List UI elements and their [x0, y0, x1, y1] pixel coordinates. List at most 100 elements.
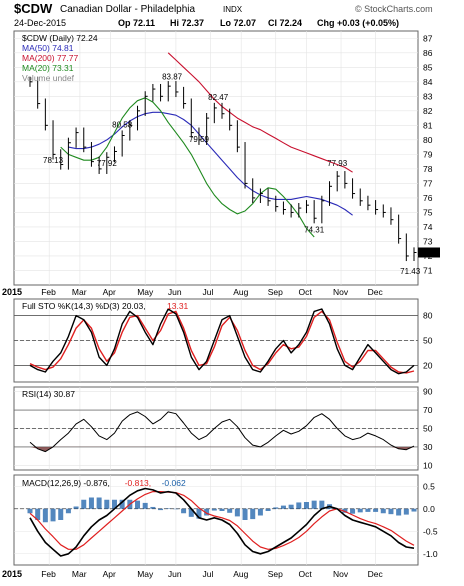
- macd-histogram-bar: [219, 508, 225, 511]
- macd-histogram-bar: [319, 500, 325, 509]
- instrument-name: Canadian Dollar - Philadelphia: [60, 4, 196, 15]
- macd-histogram-bar: [204, 508, 210, 516]
- price-annotation: 74.31: [304, 225, 325, 234]
- macd-histogram-bar: [265, 508, 271, 511]
- price-x-tick: Feb: [41, 287, 56, 297]
- price-year-label: 2015: [2, 287, 22, 297]
- open-value: Op 72.11: [118, 18, 155, 28]
- rsi-y-tick: 30: [423, 442, 433, 452]
- price-annotation: 80.58: [112, 120, 133, 129]
- macd-histogram-bar: [411, 508, 417, 512]
- macd-histogram-bar: [357, 508, 363, 513]
- macd-panel: [13, 474, 419, 566]
- price-annotation: 82.47: [208, 93, 229, 102]
- macd-histogram-bar: [65, 508, 71, 514]
- macd-histogram-bar: [211, 508, 217, 511]
- macd-y-tick: 0.5: [423, 481, 435, 491]
- price-panel: [13, 30, 419, 286]
- rsi-y-tick: 90: [423, 387, 433, 397]
- macd-histogram-bar: [273, 507, 279, 509]
- macd-x-tick: Dec: [368, 569, 384, 579]
- macd-histogram-bar: [150, 506, 156, 509]
- macd-histogram-bar: [42, 508, 48, 523]
- macd-x-tick: May: [137, 569, 154, 579]
- price-y-tick: 82: [423, 106, 433, 116]
- rsi-legend-0: RSI(14) 30.87: [22, 389, 75, 399]
- macd-histogram-bar: [288, 504, 294, 509]
- current-price-marker: [418, 247, 440, 258]
- price-annotation: 79.59: [189, 135, 210, 144]
- price-annotation: 77.92: [97, 159, 118, 168]
- macd-histogram-bar: [350, 508, 356, 514]
- macd-legend-1: -0.813,: [125, 478, 151, 488]
- macd-histogram-bar: [380, 508, 386, 514]
- change-value: Chg +0.03 (+0.05%): [317, 18, 399, 28]
- macd-y-tick: 0.0: [423, 504, 435, 514]
- stochastic-y-tick: 20: [423, 360, 433, 370]
- macd-histogram-bar: [311, 500, 317, 509]
- macd-histogram-bar: [365, 508, 371, 512]
- macd-histogram-bar: [73, 506, 79, 509]
- price-ma50-legend-0: MA(50) 74.81: [22, 43, 74, 53]
- macd-y-tick: -1.0: [423, 549, 438, 559]
- rsi-y-tick: 50: [423, 424, 433, 434]
- macd-histogram-bar: [81, 499, 87, 509]
- macd-histogram-bar: [250, 508, 256, 520]
- macd-histogram-bar: [96, 497, 102, 509]
- macd-x-tick: Aug: [233, 569, 248, 579]
- macd-histogram-bar: [58, 508, 64, 520]
- price-annotation: 77.93: [327, 159, 348, 168]
- macd-histogram-bar: [303, 502, 309, 509]
- macd-histogram-bar: [296, 502, 302, 509]
- price-annotation: 83.87: [162, 73, 183, 82]
- rsi-y-tick: 10: [423, 460, 433, 470]
- stochastic-y-tick: 80: [423, 311, 433, 321]
- price-y-tick: 80: [423, 135, 433, 145]
- close-value: Cl 72.24: [268, 18, 302, 28]
- macd-histogram-bar: [35, 508, 41, 520]
- macd-year-label: 2015: [2, 569, 22, 579]
- price-x-tick: Mar: [72, 287, 87, 297]
- stochastic-legend-1: 13.31: [167, 301, 189, 311]
- macd-histogram-bar: [242, 508, 248, 520]
- price-x-tick: Jun: [168, 287, 182, 297]
- price-y-tick: 77: [423, 178, 433, 188]
- rsi-y-tick: 70: [423, 405, 433, 415]
- ma200-line: [167, 52, 353, 173]
- macd-histogram-bar: [234, 508, 240, 517]
- price-ma20-legend-0: MA(20) 73.31: [22, 63, 74, 73]
- macd-histogram-bar: [165, 508, 171, 509]
- macd-histogram-bar: [257, 508, 263, 516]
- stochastic-y-tick: 50: [423, 336, 433, 346]
- rsi-oversold-fill: [30, 446, 414, 452]
- macd-histogram-bar: [403, 508, 409, 515]
- price-x-tick: Dec: [368, 287, 384, 297]
- ma20-line: [60, 97, 315, 238]
- macd-histogram-bar: [188, 508, 194, 517]
- macd-x-tick: Jul: [202, 569, 213, 579]
- macd-histogram-bar: [111, 499, 117, 509]
- macd-x-tick: Nov: [333, 569, 349, 579]
- price-annotation: 78.13: [43, 156, 64, 165]
- macd-y-tick: -0.5: [423, 526, 438, 536]
- macd-histogram-bar: [88, 497, 94, 509]
- stochastic-k-line: [29, 308, 415, 375]
- price-annotation: 71.43: [400, 267, 421, 276]
- macd-x-tick: Sep: [268, 569, 283, 579]
- price-x-tick: Oct: [298, 287, 312, 297]
- price-y-tick: 73: [423, 236, 433, 246]
- macd-x-tick: Oct: [298, 569, 312, 579]
- macd-histogram-bar: [50, 508, 56, 522]
- stochastic-legend-0: Full STO %K(14,3) %D(3) 20.03,: [22, 301, 146, 311]
- macd-histogram-bar: [135, 500, 141, 509]
- macd-histogram-bar: [227, 508, 233, 513]
- rsi-line: [29, 411, 415, 453]
- macd-histogram-bar: [280, 505, 286, 509]
- price-y-tick: 75: [423, 207, 433, 217]
- price-legend-0: $CDW (Daily) 72.24: [22, 33, 98, 43]
- macd-line: [29, 487, 415, 557]
- price-y-tick: 76: [423, 193, 433, 203]
- price-ma200-legend-0: MA(200) 77.77: [22, 53, 78, 63]
- price-y-tick: 74: [423, 222, 433, 232]
